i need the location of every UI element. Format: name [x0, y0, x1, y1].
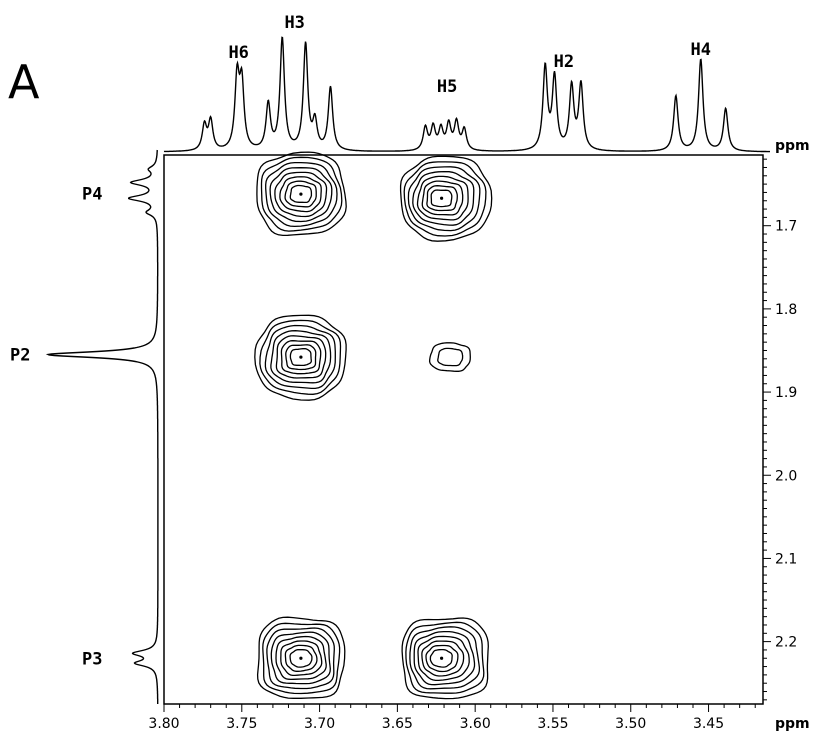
contour-level: [403, 161, 487, 237]
contour-center: [299, 355, 303, 359]
contour-level: [421, 640, 465, 677]
contour-center: [299, 656, 303, 660]
contour-level: [412, 170, 475, 226]
x-tick-label: 3.65: [382, 716, 413, 732]
contour-level: [430, 189, 453, 208]
contour-level: [425, 644, 459, 673]
contour-level: [260, 156, 343, 232]
contour-level: [428, 342, 471, 372]
contour-level: [284, 180, 317, 208]
contour-level: [259, 319, 342, 395]
contour-center: [299, 192, 303, 196]
contour-level: [269, 167, 333, 223]
y-tick-label: 2.0: [775, 468, 797, 484]
contour-level: [254, 314, 347, 401]
top-axis-unit: ppm: [775, 138, 810, 154]
contour-level: [426, 185, 458, 212]
x-tick-label: 3.75: [226, 716, 257, 732]
x-tick-label: 3.45: [693, 716, 724, 732]
contour-level: [289, 649, 313, 668]
cross-peak: [428, 342, 471, 372]
contour-level: [413, 630, 476, 686]
contour-level: [275, 335, 327, 379]
contour-level: [264, 324, 336, 390]
contour-level: [280, 340, 322, 375]
contour-center: [440, 196, 444, 200]
peak-labels: H6 H3 H5 H2 H4 P4 P2 P3: [10, 13, 711, 669]
contour-level: [270, 631, 331, 685]
x-tick-label: 3.80: [148, 716, 179, 732]
cross-peak: [401, 617, 489, 700]
plot-frame: [163, 154, 764, 705]
y-axis: 1.7 1.8 1.9 2.0 2.1 2.2: [763, 158, 797, 701]
contour-level: [266, 627, 335, 690]
x-tick-label: 3.60: [460, 716, 491, 732]
contour-level: [417, 635, 470, 682]
x-axis: 3.80 3.75 3.70 3.65 3.60 3.55 3.50 3.45 ppm ppm: [148, 138, 809, 732]
x-tick-label: 3.50: [615, 716, 646, 732]
y-tick-label: 1.9: [775, 385, 797, 401]
contour-level: [407, 166, 481, 232]
contour-level: [275, 635, 327, 681]
contour-level: [285, 344, 317, 371]
contour-level: [274, 171, 328, 218]
contour-level: [421, 180, 464, 216]
x-tick-label: 3.55: [537, 716, 568, 732]
top-projection: [163, 36, 770, 153]
panel-label: A: [8, 55, 40, 109]
contour-center: [440, 656, 444, 660]
peak-label-h6: H6: [228, 43, 248, 63]
contour-level: [289, 184, 313, 204]
contour-level: [262, 622, 341, 695]
contour-area: [254, 151, 493, 700]
contour-level: [270, 330, 332, 384]
y-tick-label: 2.2: [775, 635, 797, 651]
contour-level: [405, 621, 485, 694]
peak-label-h5: H5: [437, 77, 457, 97]
contour-level: [289, 348, 312, 367]
contour-level: [265, 161, 338, 228]
peak-label-p2: P2: [10, 346, 30, 366]
cross-peak: [254, 314, 347, 401]
contour-level: [437, 347, 464, 367]
y-tick-label: 1.7: [775, 219, 797, 235]
cross-peak: [256, 616, 346, 699]
contour-level: [256, 616, 346, 699]
peak-label-p3: P3: [82, 649, 102, 669]
peak-label-h2: H2: [554, 52, 574, 72]
y-tick-label: 2.1: [775, 551, 797, 567]
left-projection-trace: [45, 149, 159, 704]
contour-level: [409, 626, 481, 690]
contour-level: [416, 175, 469, 221]
contour-level: [280, 640, 323, 677]
contour-level: [284, 644, 318, 672]
cross-peak: [399, 155, 493, 242]
contour-level: [279, 176, 322, 213]
peak-label-h4: H4: [691, 40, 711, 60]
peak-label-h3: H3: [284, 13, 304, 33]
cross-peak: [256, 151, 347, 237]
left-projection: [45, 149, 159, 704]
top-projection-trace: [163, 36, 770, 153]
peak-label-p4: P4: [82, 184, 102, 204]
x-axis-unit: ppm: [775, 716, 810, 732]
contour-level: [401, 617, 489, 700]
y-tick-label: 1.8: [775, 302, 797, 318]
contour-level: [256, 151, 347, 237]
contour-level: [399, 155, 493, 242]
contour-level: [429, 648, 453, 668]
x-tick-label: 3.70: [304, 716, 335, 732]
